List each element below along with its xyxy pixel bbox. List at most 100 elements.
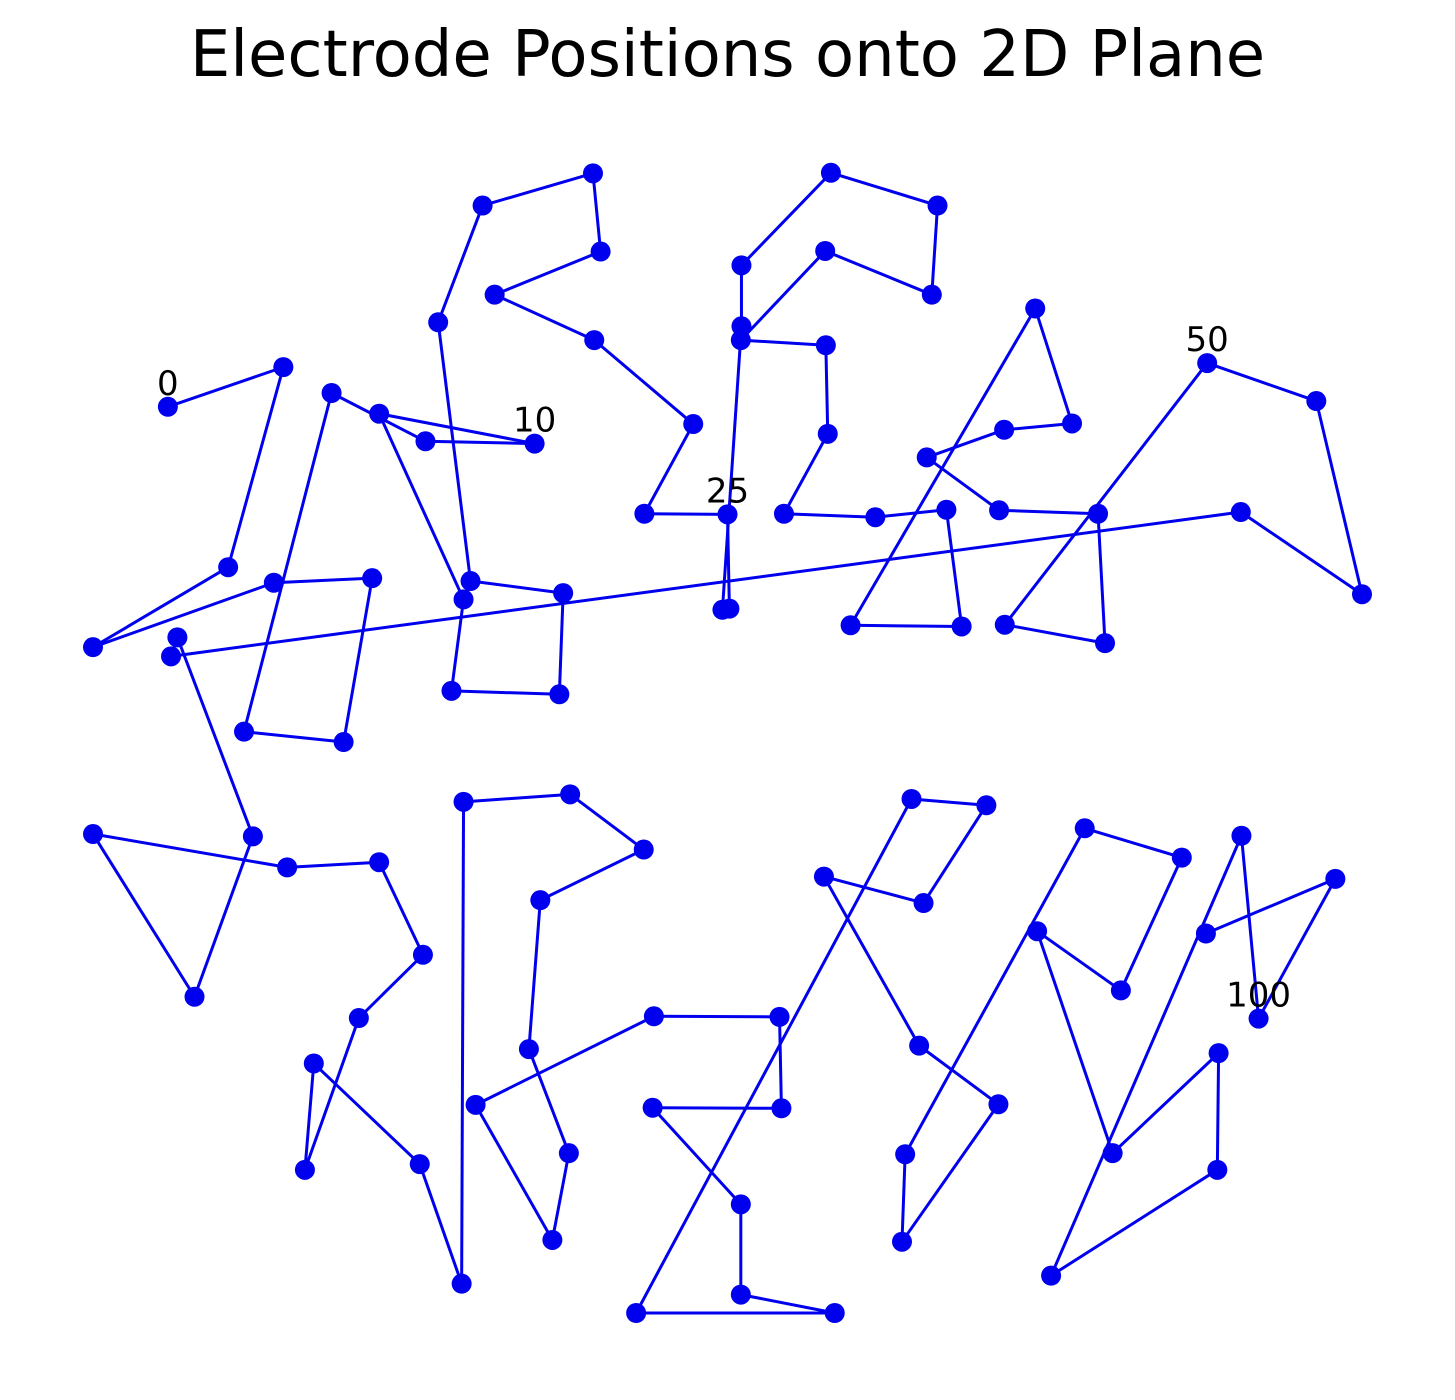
electrode-point: [936, 499, 957, 520]
connecting-line: [425, 439, 535, 446]
electrode-point: [927, 195, 948, 216]
electrode-point: [1027, 921, 1048, 942]
electrode-point: [989, 500, 1010, 521]
electrode-point: [730, 1194, 751, 1215]
electrode-point: [1088, 503, 1109, 524]
electrode-point: [865, 507, 886, 528]
electrode-point: [415, 431, 436, 452]
electrode-point: [161, 646, 182, 667]
electrode-point: [921, 284, 942, 305]
electrode-point: [1197, 353, 1218, 374]
electrode-point: [277, 857, 298, 878]
connecting-line: [652, 1106, 782, 1110]
connecting-line: [1111, 1052, 1220, 1155]
electrode-point: [333, 732, 354, 753]
electrode-point: [1171, 847, 1192, 868]
connecting-line: [651, 1106, 742, 1206]
electrode-point: [1110, 980, 1131, 1001]
electrode-point: [321, 383, 342, 403]
connecting-line: [740, 171, 833, 267]
electrode-point: [524, 433, 545, 454]
electrode-point: [1102, 1143, 1123, 1164]
connecting-line: [463, 792, 571, 804]
electrode-point: [83, 824, 103, 845]
connecting-line: [1036, 929, 1122, 992]
electrode-point: [815, 335, 836, 356]
electrode-point: [683, 414, 704, 435]
electrode-point: [840, 615, 861, 636]
electrode-point: [717, 504, 738, 525]
electrode-point: [428, 312, 449, 333]
electrode-point: [1231, 825, 1252, 846]
connecting-line: [527, 1048, 571, 1154]
connecting-line: [1084, 826, 1183, 860]
connecting-line: [494, 250, 602, 297]
electrode-point: [994, 614, 1015, 635]
electrode-point: [453, 791, 474, 812]
electrode-point: [1025, 298, 1046, 319]
connecting-line: [527, 900, 542, 1050]
electrode-point: [218, 557, 239, 578]
connecting-line: [312, 1062, 421, 1166]
connecting-line: [378, 412, 535, 446]
electrode-point: [891, 1231, 912, 1252]
connecting-line: [418, 1163, 464, 1285]
electrode-point: [773, 503, 794, 524]
connecting-line: [287, 860, 380, 869]
connecting-line: [494, 293, 595, 342]
electrode-point: [584, 330, 605, 351]
connecting-line: [1119, 856, 1184, 992]
connecting-line: [450, 599, 466, 692]
connecting-line: [1004, 421, 1073, 432]
electrode-point: [242, 826, 263, 847]
connecting-line: [1206, 361, 1317, 403]
electrode-point: [453, 589, 474, 610]
connecting-line: [634, 798, 913, 1314]
electrode-point: [1352, 584, 1372, 605]
electrode-point: [460, 571, 481, 592]
electrode-point: [518, 1039, 539, 1060]
connecting-line: [226, 366, 285, 568]
electrode-point: [730, 330, 751, 351]
electrode-point: [730, 1284, 751, 1305]
connecting-line: [1035, 930, 1115, 1154]
connecting-line: [377, 861, 425, 956]
connecting-line: [720, 326, 743, 610]
electrode-point: [643, 1006, 664, 1027]
connecting-line: [925, 456, 1000, 512]
connecting-line: [824, 345, 830, 434]
connecting-line: [193, 835, 255, 998]
electrode-point: [988, 1094, 1009, 1115]
electrode-point: [817, 423, 838, 444]
connecting-line: [303, 1063, 316, 1170]
connecting-line: [1004, 623, 1106, 645]
electrode-point: [362, 568, 383, 589]
connecting-line: [357, 953, 424, 1020]
connecting-line: [242, 392, 334, 733]
connecting-line: [653, 1014, 780, 1019]
connecting-line: [849, 307, 1037, 627]
connecting-line: [460, 801, 466, 1284]
connecting-line: [167, 365, 284, 409]
electrode-point: [590, 241, 611, 262]
electrode-point: [1325, 868, 1346, 889]
connecting-line: [903, 827, 1087, 1156]
connecting-line: [1215, 1053, 1221, 1170]
connecting-line: [91, 833, 196, 998]
electrode-point: [712, 599, 733, 620]
electrode-point: [263, 572, 284, 593]
electrode-point: [441, 680, 462, 701]
electrode-point: [626, 1303, 647, 1323]
connecting-line: [273, 576, 373, 585]
connecting-line: [92, 832, 288, 869]
electrode-point: [769, 1006, 790, 1027]
electrode-point: [813, 866, 834, 887]
electrode-point: [472, 195, 493, 216]
electrode-index-label: 50: [1186, 320, 1229, 360]
connecting-line: [900, 1154, 907, 1242]
connecting-line: [92, 581, 275, 649]
electrode-point: [369, 403, 390, 424]
connecting-line: [550, 1152, 571, 1241]
electrode-index-label: 100: [1226, 976, 1291, 1016]
